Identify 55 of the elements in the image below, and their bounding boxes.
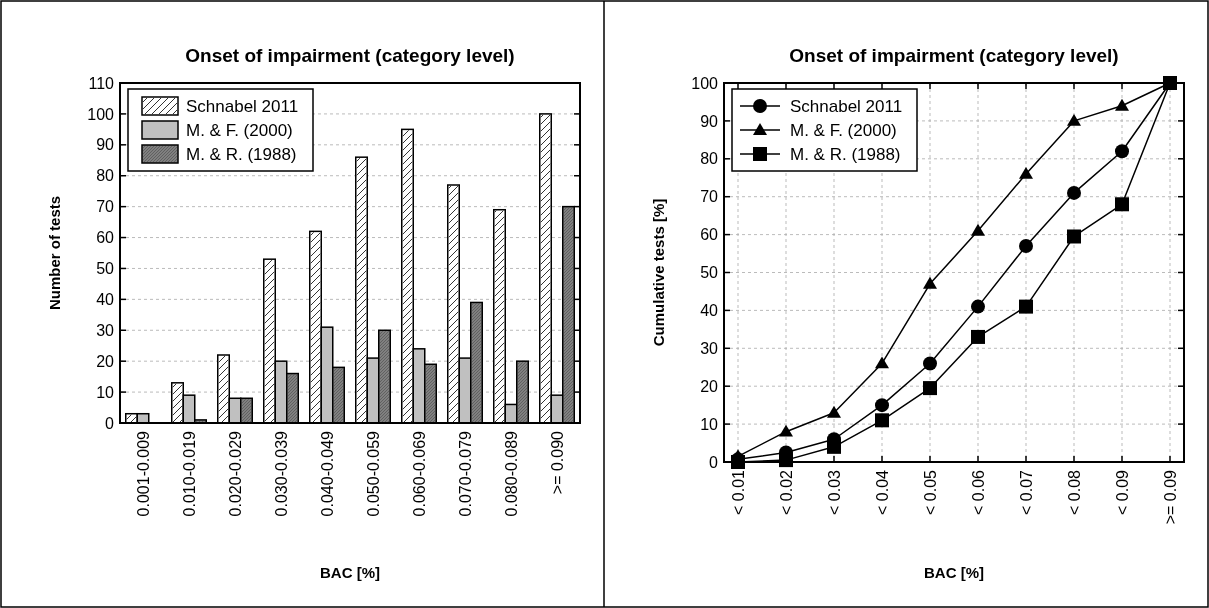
y-tick-label: 90 [96, 136, 115, 154]
x-tick-label: 0.030-0.039 [272, 430, 290, 517]
x-tick-label: 0.050-0.059 [364, 430, 382, 517]
y-tick-label: 110 [88, 74, 115, 92]
x-tick-label: 0.040-0.049 [318, 430, 336, 517]
y-tick-label: 30 [700, 339, 719, 357]
x-tick-label: < 0.06 [969, 469, 987, 515]
y-tick-label: 50 [96, 260, 115, 278]
legend-label: M. & R. (1988) [790, 144, 901, 164]
legend-label: Schnabel 2011 [186, 96, 299, 116]
y-axis-title: Cumulative tests [%] [650, 198, 667, 347]
y-tick-label: 70 [96, 198, 115, 216]
x-tick-label: 0.010-0.019 [180, 430, 198, 517]
y-tick-label: 30 [96, 321, 115, 339]
x-tick-label: < 0.09 [1113, 469, 1131, 515]
x-tick-label: 0.020-0.029 [226, 430, 244, 517]
y-tick-label: 50 [700, 264, 719, 282]
chart-title: Onset of impairment (category level) [789, 45, 1119, 66]
x-tick-label: < 0.04 [873, 469, 891, 515]
y-tick-label: 0 [709, 453, 719, 471]
x-tick-label: 0.060-0.069 [410, 430, 428, 517]
x-axis-title: BAC [%] [320, 564, 380, 581]
x-tick-label: 0.080-0.089 [502, 430, 520, 517]
x-tick-label: 0.070-0.079 [456, 430, 474, 517]
x-tick-label: < 0.08 [1065, 469, 1083, 515]
y-tick-label: 60 [96, 229, 115, 247]
y-tick-label: 20 [96, 352, 115, 370]
x-tick-label: < 0.07 [1017, 469, 1035, 515]
y-tick-label: 10 [700, 415, 719, 433]
x-tick-label: 0.001-0.009 [134, 430, 152, 517]
x-tick-label: < 0.05 [921, 469, 939, 515]
y-tick-label: 20 [700, 377, 719, 395]
y-tick-label: 40 [700, 302, 719, 319]
y-tick-label: 0 [105, 414, 115, 432]
y-tick-label: 80 [96, 167, 115, 185]
x-axis-title: BAC [%] [924, 564, 984, 581]
y-tick-label: 60 [700, 226, 719, 244]
legend-label: M. & R. (1988) [186, 144, 297, 164]
x-tick-label: < 0.03 [825, 469, 843, 515]
y-tick-label: 70 [700, 188, 719, 206]
legend-label: M. & F. (2000) [186, 120, 293, 140]
y-tick-label: 40 [96, 290, 115, 308]
y-tick-label: 100 [691, 74, 719, 92]
y-axis-title: Number of tests [46, 195, 63, 311]
x-tick-label: < 0.01 [729, 469, 747, 515]
x-tick-label: < 0.02 [777, 469, 795, 515]
x-tick-label: >= 0.09 [1161, 469, 1179, 525]
y-tick-label: 100 [87, 105, 115, 123]
chart-title: Onset of impairment (category level) [185, 45, 515, 66]
y-tick-label: 90 [700, 112, 719, 130]
legend-label: M. & F. (2000) [790, 120, 897, 140]
y-tick-label: 10 [96, 383, 115, 401]
x-tick-label: >= 0.090 [548, 430, 566, 495]
legend-label: Schnabel 2011 [790, 96, 903, 116]
y-tick-label: 80 [700, 150, 719, 168]
